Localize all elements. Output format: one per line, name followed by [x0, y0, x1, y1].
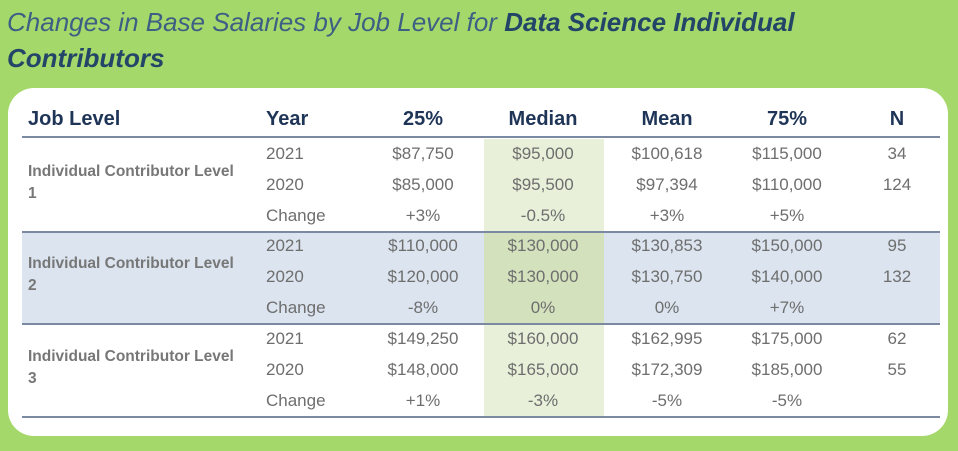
- year-cell: Change: [266, 206, 326, 225]
- year-cell: 2020: [266, 267, 304, 286]
- p75-cell: +5%: [769, 206, 805, 225]
- p25-cell: $110,000: [388, 236, 458, 255]
- p75-cell: $175,000: [751, 329, 823, 348]
- job-level-label: Individual Contributor Level 1: [28, 163, 234, 202]
- p75-cell: $185,000: [751, 360, 823, 379]
- median-cell: -0.5%: [520, 206, 566, 225]
- job-level-label: Individual Contributor Level 2: [28, 255, 234, 294]
- header-median: Median: [508, 108, 578, 130]
- p75-cell: $140,000: [751, 267, 823, 286]
- p25-cell: $120,000: [387, 267, 459, 286]
- n-cell: 95: [887, 236, 907, 255]
- n-cell: 132: [882, 267, 912, 286]
- year-cell: 2020: [266, 360, 304, 379]
- median-cell: 0%: [530, 298, 556, 317]
- mean-cell: +3%: [649, 206, 685, 225]
- median-level2-highlight: [484, 231, 604, 323]
- p25-cell: $85,000: [392, 175, 454, 194]
- header-25-: 25%: [402, 108, 444, 130]
- median-cell: $160,000: [507, 329, 579, 348]
- median-cell: $130,000: [507, 236, 579, 255]
- year-cell: Change: [266, 298, 326, 317]
- p25-cell: $148,000: [387, 360, 459, 379]
- median-cell: $95,500: [512, 175, 574, 194]
- p75-cell: $110,000: [752, 175, 822, 194]
- median-cell: $165,000: [507, 360, 579, 379]
- n-cell: 124: [882, 175, 912, 194]
- mean-cell: $97,394: [636, 175, 698, 194]
- level-2-band: [22, 231, 940, 323]
- group-rule: [22, 231, 940, 233]
- group-rule: [22, 323, 940, 325]
- job-level-label: Individual Contributor Level 3: [28, 348, 234, 387]
- mean-cell: $130,853: [631, 236, 703, 255]
- mean-cell: $130,750: [631, 267, 703, 286]
- year-cell: 2021: [266, 329, 304, 348]
- n-cell: 62: [887, 329, 907, 348]
- title-emphasis: Data Science Individual Contributors: [7, 7, 795, 73]
- median-cell: -3%: [527, 391, 559, 410]
- header-n: N: [889, 108, 905, 130]
- mean-cell: -5%: [651, 391, 683, 410]
- header-year: Year: [266, 108, 309, 130]
- mean-cell: $162,995: [631, 329, 703, 348]
- median-cell: $130,000: [507, 267, 579, 286]
- page-title: Changes in Base Salaries by Job Level fo…: [7, 4, 907, 76]
- p75-cell: $115,000: [752, 144, 822, 163]
- mean-cell: 0%: [654, 298, 680, 317]
- title-lead: Changes in Base Salaries by Job Level fo…: [7, 7, 505, 37]
- year-cell: 2020: [266, 175, 304, 194]
- p75-cell: -5%: [771, 391, 803, 410]
- year-cell: 2021: [266, 236, 304, 255]
- median-cell: $95,000: [512, 144, 574, 163]
- p25-cell: +1%: [405, 391, 441, 410]
- year-cell: Change: [266, 391, 326, 410]
- p25-cell: +3%: [405, 206, 441, 225]
- mean-cell: $100,618: [631, 144, 703, 163]
- header-mean: Mean: [641, 108, 693, 130]
- p75-cell: $150,000: [751, 236, 823, 255]
- n-cell: 34: [887, 144, 907, 163]
- header-rule: [22, 136, 940, 138]
- p75-cell: +7%: [769, 298, 805, 317]
- p25-cell: $149,250: [387, 329, 459, 348]
- header-job-level: Job Level: [28, 108, 121, 130]
- header-75-: 75%: [766, 108, 808, 130]
- mean-cell: $172,309: [631, 360, 703, 379]
- p25-cell: $87,750: [392, 144, 454, 163]
- year-cell: 2021: [266, 144, 304, 163]
- n-cell: 55: [887, 360, 907, 379]
- p25-cell: -8%: [407, 298, 439, 317]
- group-rule: [22, 416, 940, 418]
